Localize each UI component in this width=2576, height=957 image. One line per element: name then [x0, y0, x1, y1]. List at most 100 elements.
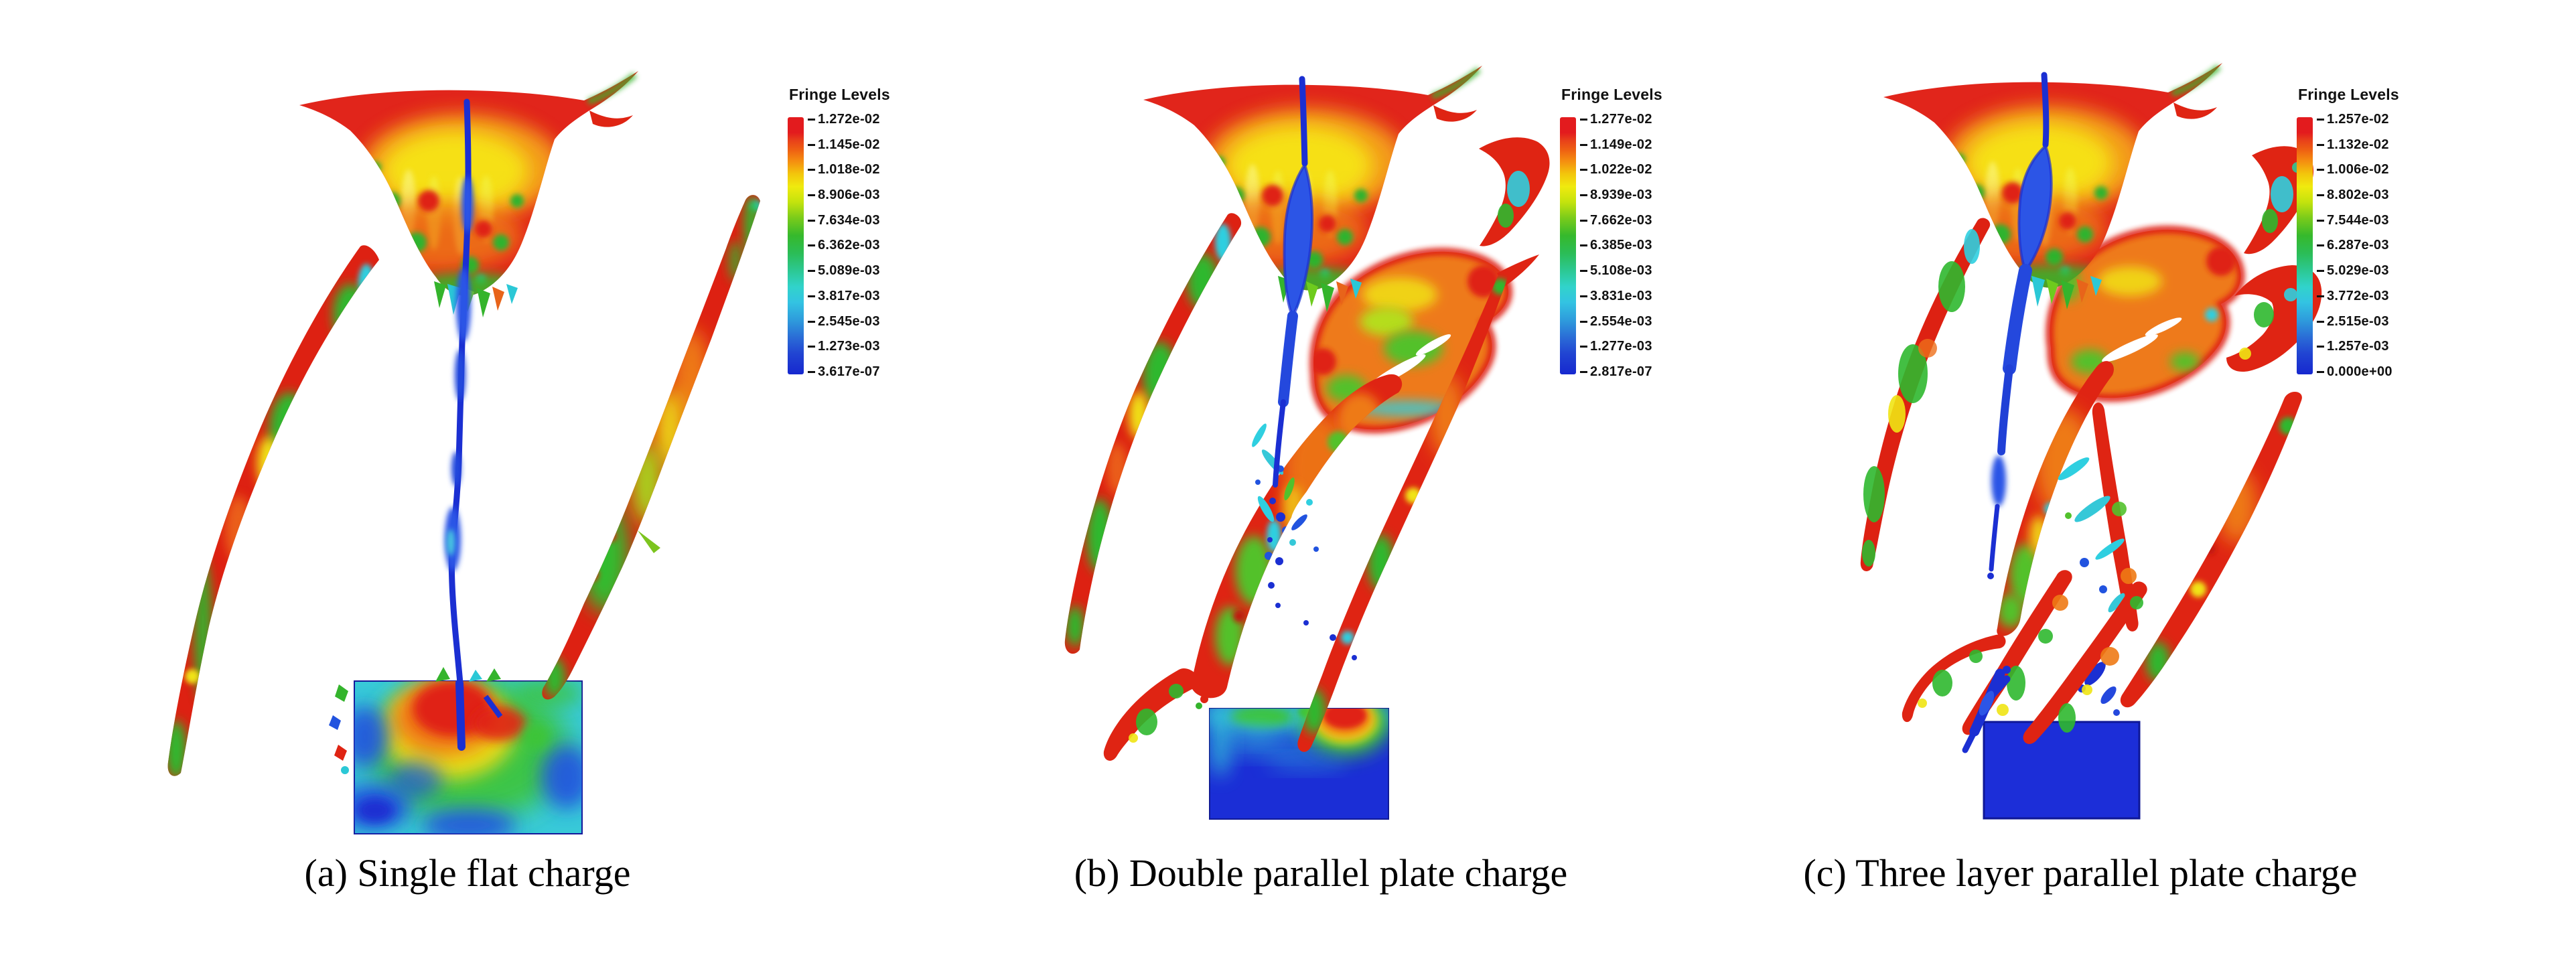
- tick-value: 7.544e-03: [2327, 212, 2389, 228]
- legend-tick: 0.000e+00: [2317, 364, 2392, 380]
- tick-dash: [1580, 143, 1587, 146]
- legend-tick: 6.287e-03: [2317, 238, 2392, 253]
- legend-tick: 8.802e-03: [2317, 188, 2392, 203]
- tick-dash: [808, 244, 815, 247]
- tick-value: 3.772e-03: [2327, 288, 2389, 303]
- legend-tick: 2.554e-03: [1580, 314, 1652, 329]
- legend-tick: 5.089e-03: [808, 263, 880, 279]
- fringe-legend-b: Fringe Levels 1.277e-02 1.149e-02 1.022e…: [1560, 86, 1662, 380]
- tick-dash: [808, 370, 815, 373]
- jet-b: [1267, 76, 1357, 660]
- tick-value: 2.817e-07: [1590, 364, 1652, 379]
- witness-block-c: [1983, 721, 2141, 820]
- tick-dash: [2317, 295, 2324, 297]
- right-plate-c: [2120, 391, 2302, 708]
- legend-title: Fringe Levels: [2298, 86, 2399, 103]
- legend-colorbar: [1560, 117, 1576, 374]
- tick-dash: [808, 143, 815, 146]
- jet-a: [445, 98, 474, 751]
- tick-value: 2.515e-03: [2327, 313, 2389, 329]
- legend-tick: 7.544e-03: [2317, 213, 2392, 228]
- tick-dash: [808, 346, 815, 348]
- tick-dash: [808, 169, 815, 171]
- tick-dash: [1580, 320, 1587, 323]
- left-plate-c: [1860, 218, 1991, 571]
- tick-value: 1.277e-03: [1590, 339, 1652, 354]
- legend-tick: 6.362e-03: [808, 238, 880, 253]
- legend-tick: 1.272e-02: [808, 112, 880, 127]
- tick-value: 6.287e-03: [2327, 238, 2389, 253]
- legend-title: Fringe Levels: [1561, 86, 1662, 103]
- tick-dash: [2317, 194, 2324, 197]
- legend-tick: 1.018e-02: [808, 162, 880, 177]
- legend-tick-list: 1.257e-02 1.132e-02 1.006e-02 8.802e-03 …: [2317, 112, 2392, 380]
- tick-value: 6.362e-03: [818, 238, 880, 253]
- tick-dash: [1580, 295, 1587, 297]
- panel-caption-a: (a) Single flat charge: [304, 851, 631, 895]
- tick-dash: [2317, 244, 2324, 247]
- tick-value: 3.831e-03: [1590, 288, 1652, 303]
- legend-tick: 8.906e-03: [808, 188, 880, 203]
- tick-value: 7.662e-03: [1590, 212, 1652, 228]
- tick-value: 1.145e-02: [818, 137, 880, 152]
- legend-tick: 1.257e-02: [2317, 112, 2392, 127]
- tick-value: 1.273e-03: [818, 339, 880, 354]
- legend-tick: 8.939e-03: [1580, 188, 1652, 203]
- left-plate-a: [167, 245, 379, 776]
- tick-value: 2.545e-03: [818, 313, 880, 329]
- tick-value: 8.939e-03: [1590, 188, 1652, 203]
- legend-tick: 1.006e-02: [2317, 162, 2392, 177]
- tick-value: 1.132e-02: [2327, 137, 2389, 152]
- tick-value: 1.018e-02: [818, 162, 880, 177]
- panel-b-visualization: [1064, 66, 1550, 820]
- tick-value: 1.006e-02: [2327, 162, 2389, 177]
- tick-value: 6.385e-03: [1590, 238, 1652, 253]
- legend-tick: 1.132e-02: [2317, 137, 2392, 153]
- panel-c-visualization: [1860, 63, 2322, 820]
- tick-value: 8.802e-03: [2327, 188, 2389, 203]
- jet-c: [1987, 72, 2053, 579]
- legend-tick: 3.772e-03: [2317, 289, 2392, 304]
- legend-tick: 1.257e-03: [2317, 339, 2392, 354]
- tick-value: 5.089e-03: [818, 263, 880, 279]
- legend-tick: 6.385e-03: [1580, 238, 1652, 253]
- tick-dash: [2317, 346, 2324, 348]
- tick-dash: [2317, 320, 2324, 323]
- panel-caption-c: (c) Three layer parallel plate charge: [1803, 851, 2358, 895]
- left-plate-b: [1064, 213, 1242, 654]
- tick-value: 3.817e-03: [818, 288, 880, 303]
- panel-a-visualization: [167, 71, 760, 834]
- fringe-legend-a: Fringe Levels 1.272e-02 1.145e-02 1.018e…: [788, 86, 890, 380]
- debris-c: [2058, 457, 2125, 716]
- legend-tick: 5.029e-03: [2317, 263, 2392, 279]
- tick-value: 5.108e-03: [1590, 263, 1652, 279]
- legend-tick: 1.277e-02: [1580, 112, 1652, 127]
- legend-tick: 2.515e-03: [2317, 314, 2392, 329]
- jet-tip-fragment-c: [1962, 666, 2011, 753]
- legend-tick: 5.108e-03: [1580, 263, 1652, 279]
- tick-dash: [808, 119, 815, 121]
- legend-tick: 3.617e-07: [808, 364, 880, 380]
- tick-dash: [1580, 346, 1587, 348]
- tick-dash: [808, 219, 815, 222]
- panel-caption-b: (b) Double parallel plate charge: [1074, 851, 1568, 895]
- tick-value: 1.277e-02: [1590, 112, 1652, 127]
- legend-tick: 7.662e-03: [1580, 213, 1652, 228]
- fragment-c: [1902, 634, 2006, 723]
- tick-dash: [808, 295, 815, 297]
- curl-b: [1479, 137, 1550, 246]
- tick-value: 1.257e-03: [2327, 339, 2389, 354]
- tick-dash: [2317, 270, 2324, 273]
- tick-dash: [808, 194, 815, 197]
- tick-dash: [1580, 244, 1587, 247]
- witness-block-a: [329, 667, 583, 834]
- legend-colorbar: [788, 117, 804, 374]
- tick-dash: [1580, 270, 1587, 273]
- tick-value: 0.000e+00: [2327, 364, 2392, 379]
- tick-value: 8.906e-03: [818, 188, 880, 203]
- tick-value: 1.272e-02: [818, 112, 880, 127]
- legend-tick: 3.817e-03: [808, 289, 880, 304]
- tick-dash: [1580, 219, 1587, 222]
